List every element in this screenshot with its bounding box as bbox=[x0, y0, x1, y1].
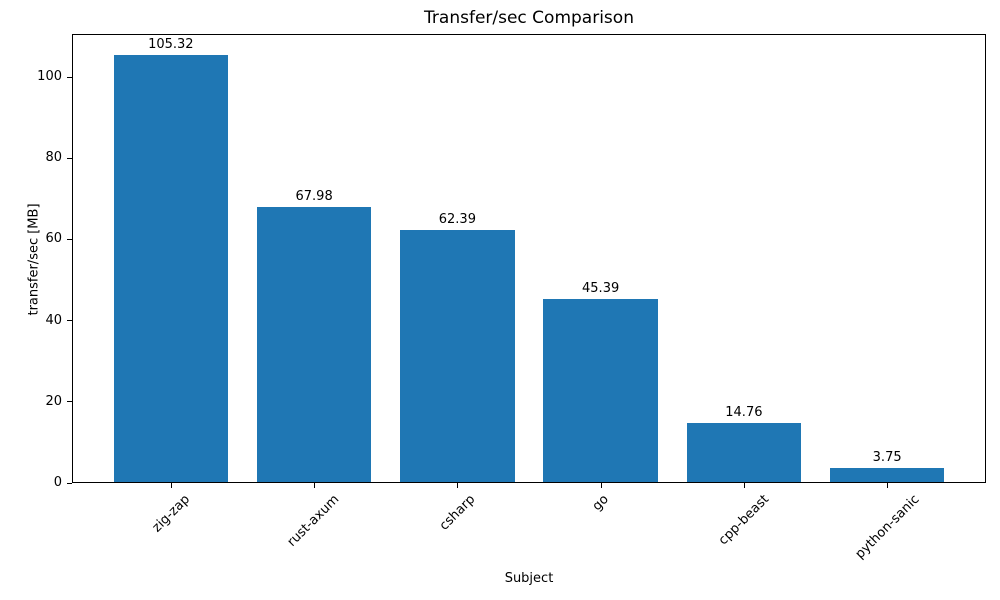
bar-python-sanic bbox=[829, 467, 945, 482]
bar-value-label: 45.39 bbox=[582, 280, 620, 296]
x-tick-label: python-sanic bbox=[852, 492, 923, 562]
x-tick-label: cpp-beast bbox=[716, 492, 773, 549]
x-tick-label: rust-axum bbox=[285, 492, 343, 550]
x-tick-label: go bbox=[589, 492, 612, 515]
y-tick-label: 20 bbox=[45, 393, 62, 409]
bar-value-label: 67.98 bbox=[295, 189, 333, 205]
x-tick-label: zig-zap bbox=[149, 492, 193, 536]
x-axis-label: Subject bbox=[504, 571, 554, 586]
chart-title: Transfer/sec Comparison bbox=[424, 8, 634, 28]
bar-value-label: 14.76 bbox=[725, 405, 763, 421]
bar-csharp bbox=[400, 229, 515, 482]
x-tick-mark bbox=[600, 483, 602, 488]
bar-cpp-beast bbox=[686, 423, 802, 482]
x-tick-mark bbox=[170, 483, 172, 488]
y-tick-mark bbox=[67, 320, 72, 322]
bar-zig-zap bbox=[113, 55, 229, 482]
x-tick-mark bbox=[314, 483, 316, 488]
y-tick-label: 100 bbox=[37, 69, 62, 85]
bar-value-label: 62.39 bbox=[438, 211, 476, 227]
y-tick-mark bbox=[67, 401, 72, 403]
y-tick-label: 60 bbox=[45, 231, 62, 247]
x-tick-mark bbox=[457, 483, 459, 488]
x-tick-mark bbox=[743, 483, 745, 488]
y-tick-label: 40 bbox=[45, 312, 62, 328]
y-tick-mark bbox=[67, 157, 72, 159]
y-tick-mark bbox=[67, 76, 72, 78]
bar-value-label: 3.75 bbox=[872, 449, 902, 465]
y-tick-label: 80 bbox=[45, 150, 62, 166]
bar-value-label: 105.32 bbox=[148, 37, 194, 53]
bar-go bbox=[543, 298, 658, 482]
y-tick-mark bbox=[67, 482, 72, 484]
x-tick-label: csharp bbox=[436, 492, 478, 534]
bar-rust-axum bbox=[256, 207, 372, 482]
y-tick-mark bbox=[67, 238, 72, 240]
x-tick-mark bbox=[887, 483, 889, 488]
y-tick-label: 0 bbox=[53, 475, 62, 490]
